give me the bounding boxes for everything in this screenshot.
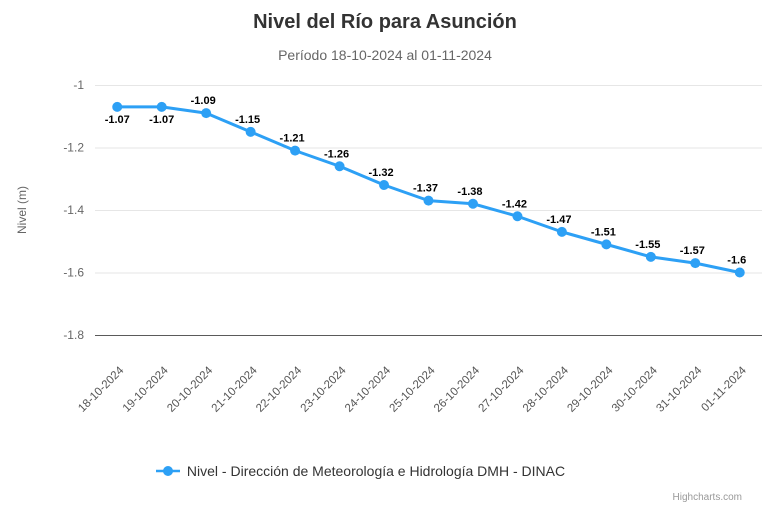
y-axis-title: Nivel (m) (15, 186, 29, 234)
data-point-label: -1.07 (105, 114, 130, 126)
x-axis-tick-label: 21-10-2024 (210, 364, 261, 415)
y-axis-tick-label: -1 (73, 78, 84, 92)
x-axis-tick-label: 18-10-2024 (76, 364, 127, 415)
data-point-label: -1.09 (191, 95, 216, 107)
chart-subtitle: Período 18-10-2024 al 01-11-2024 (278, 47, 492, 63)
data-point-marker[interactable] (201, 108, 212, 119)
data-point-marker[interactable] (556, 226, 567, 237)
y-axis-tick-label: -1.4 (63, 203, 84, 217)
data-point-label: -1.42 (502, 198, 527, 210)
data-point-label: -1.55 (635, 239, 660, 251)
x-axis-tick-label: 01-11-2024 (699, 364, 749, 414)
chart-title: Nivel del Río para Asunción (253, 11, 517, 33)
data-point-label: -1.37 (413, 183, 438, 195)
data-point-label: -1.51 (591, 226, 616, 238)
data-point-label: -1.07 (149, 114, 174, 126)
data-point-label: -1.38 (457, 186, 482, 198)
data-point-marker[interactable] (423, 195, 434, 206)
data-point-marker[interactable] (601, 239, 612, 250)
x-axis-tick-label: 25-10-2024 (388, 364, 439, 415)
x-axis-tick-label: 26-10-2024 (432, 364, 483, 415)
x-axis-tick-label: 27-10-2024 (476, 364, 527, 415)
data-point-marker[interactable] (156, 101, 167, 112)
data-point-marker[interactable] (379, 180, 390, 190)
data-point-marker[interactable] (512, 211, 523, 222)
data-point-marker[interactable] (112, 101, 123, 112)
data-point-label: -1.32 (368, 167, 393, 179)
data-point-label: -1.26 (324, 148, 349, 160)
data-point-marker[interactable] (290, 145, 301, 156)
data-point-marker[interactable] (245, 126, 256, 137)
data-point-label: -1.57 (680, 245, 705, 257)
x-axis-tick-label: 19-10-2024 (121, 364, 172, 415)
y-axis-tick-label: -1.2 (63, 141, 84, 155)
x-axis-tick-label: 30-10-2024 (610, 364, 661, 415)
legend-item-nivel[interactable]: Nivel - Dirección de Meteorología e Hidr… (155, 463, 565, 479)
x-axis-tick-label: 23-10-2024 (299, 364, 350, 415)
x-axis-tick-label: 28-10-2024 (521, 364, 572, 415)
legend-marker-icon (155, 466, 180, 476)
data-point-label: -1.6 (727, 255, 746, 267)
x-axis-tick-label: 31-10-2024 (654, 364, 705, 415)
legend: Nivel - Dirección de Meteorología e Hidr… (0, 463, 770, 479)
data-point-marker[interactable] (645, 251, 656, 262)
data-point-label: -1.47 (546, 214, 571, 226)
data-point-marker[interactable] (334, 161, 345, 172)
x-axis-tick-label: 29-10-2024 (565, 364, 616, 415)
data-point-label: -1.21 (280, 133, 305, 145)
highcharts-credits-link[interactable]: Highcharts.com (672, 492, 742, 503)
data-point-marker[interactable] (467, 198, 478, 209)
data-point-marker[interactable] (690, 258, 701, 269)
data-point-marker[interactable] (734, 267, 745, 278)
y-axis-tick-label: -1.6 (63, 266, 84, 280)
x-axis-tick-label: 24-10-2024 (343, 364, 394, 415)
y-axis-tick-label: -1.8 (63, 328, 84, 342)
legend-label: Nivel - Dirección de Meteorología e Hidr… (186, 463, 566, 479)
x-axis-tick-label: 20-10-2024 (165, 364, 216, 415)
data-point-label: -1.15 (235, 114, 260, 126)
x-axis-tick-label: 22-10-2024 (254, 364, 305, 415)
